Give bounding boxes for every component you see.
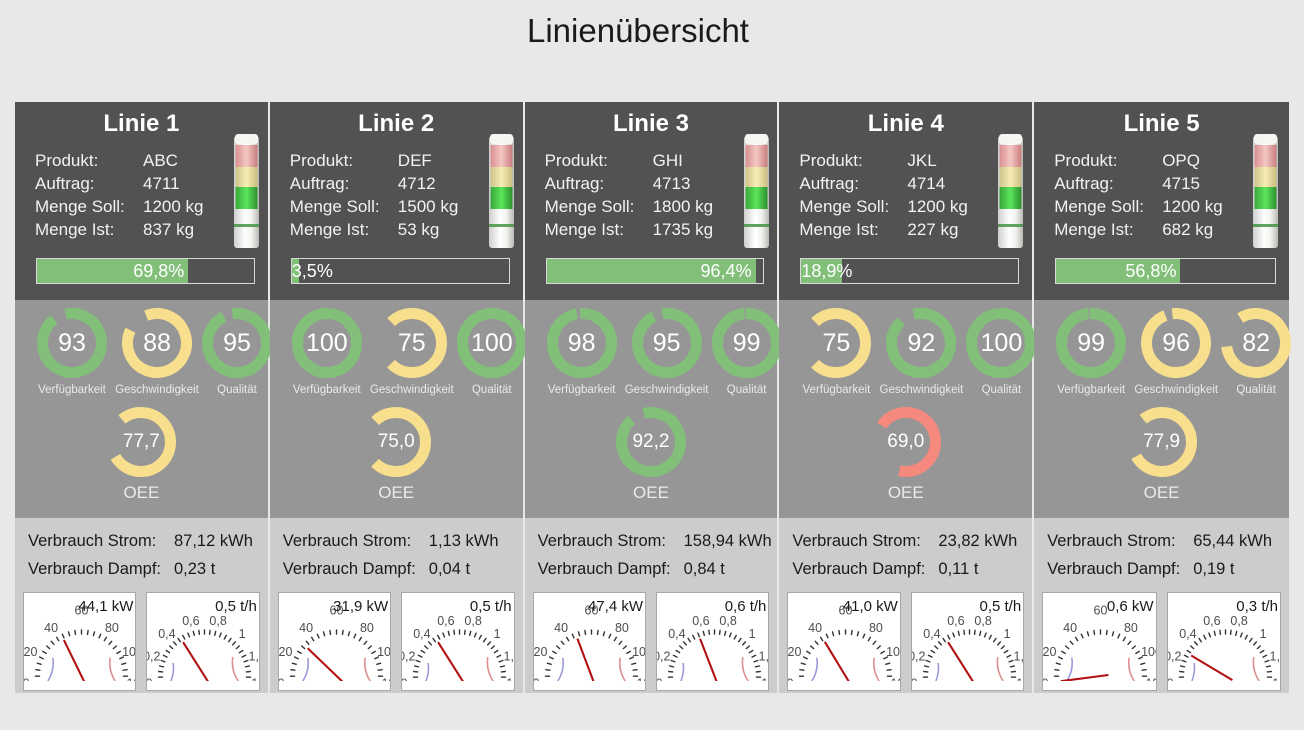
svg-text:1: 1 bbox=[494, 627, 501, 641]
svg-text:80: 80 bbox=[615, 621, 629, 635]
svg-text:80: 80 bbox=[869, 621, 883, 635]
svg-text:40: 40 bbox=[554, 621, 568, 635]
svg-text:0: 0 bbox=[534, 677, 540, 681]
svg-text:40: 40 bbox=[809, 621, 823, 635]
svg-text:0,6: 0,6 bbox=[692, 614, 709, 628]
svg-text:0,2: 0,2 bbox=[657, 649, 671, 663]
svg-text:1,4: 1,4 bbox=[761, 677, 769, 681]
svg-text:0,4: 0,4 bbox=[1179, 627, 1196, 641]
svg-text:80: 80 bbox=[360, 621, 374, 635]
svg-text:0,6: 0,6 bbox=[1203, 614, 1220, 628]
svg-text:20: 20 bbox=[1043, 645, 1056, 659]
svg-text:1,4: 1,4 bbox=[506, 677, 514, 681]
svg-text:1: 1 bbox=[749, 627, 756, 641]
svg-text:40: 40 bbox=[299, 621, 313, 635]
svg-text:1: 1 bbox=[239, 627, 246, 641]
svg-text:1,2: 1,2 bbox=[1269, 649, 1281, 663]
svg-text:0,4: 0,4 bbox=[413, 627, 430, 641]
svg-text:0: 0 bbox=[1168, 677, 1174, 681]
svg-text:0,2: 0,2 bbox=[147, 649, 161, 663]
svg-text:20: 20 bbox=[534, 645, 547, 659]
svg-text:1,2: 1,2 bbox=[759, 649, 770, 663]
svg-text:0,6: 0,6 bbox=[437, 614, 454, 628]
svg-text:120: 120 bbox=[1146, 677, 1157, 681]
svg-text:0,2: 0,2 bbox=[1168, 649, 1182, 663]
svg-text:0,2: 0,2 bbox=[912, 649, 926, 663]
svg-text:1,2: 1,2 bbox=[1013, 649, 1024, 663]
svg-text:100: 100 bbox=[886, 645, 900, 659]
svg-text:0: 0 bbox=[1043, 677, 1049, 681]
svg-text:1,2: 1,2 bbox=[249, 649, 260, 663]
svg-text:120: 120 bbox=[636, 677, 646, 681]
svg-text:0: 0 bbox=[657, 677, 663, 681]
svg-text:80: 80 bbox=[105, 621, 119, 635]
svg-text:100: 100 bbox=[1141, 645, 1156, 659]
svg-text:100: 100 bbox=[122, 645, 136, 659]
svg-text:0,6: 0,6 bbox=[947, 614, 964, 628]
svg-text:0,6: 0,6 bbox=[183, 614, 200, 628]
svg-text:1,4: 1,4 bbox=[1272, 677, 1281, 681]
svg-text:20: 20 bbox=[279, 645, 292, 659]
svg-text:1: 1 bbox=[1003, 627, 1010, 641]
svg-text:0: 0 bbox=[279, 677, 285, 681]
svg-text:1,4: 1,4 bbox=[252, 677, 260, 681]
svg-text:120: 120 bbox=[126, 677, 136, 681]
svg-text:0,4: 0,4 bbox=[923, 627, 940, 641]
svg-text:0,4: 0,4 bbox=[159, 627, 176, 641]
svg-text:0: 0 bbox=[788, 677, 794, 681]
svg-text:0,8: 0,8 bbox=[210, 614, 227, 628]
svg-text:120: 120 bbox=[891, 677, 901, 681]
svg-text:100: 100 bbox=[377, 645, 391, 659]
svg-text:0,8: 0,8 bbox=[465, 614, 482, 628]
svg-text:40: 40 bbox=[1063, 621, 1077, 635]
svg-text:0,2: 0,2 bbox=[402, 649, 416, 663]
svg-text:0: 0 bbox=[147, 677, 153, 681]
svg-text:0: 0 bbox=[402, 677, 408, 681]
svg-text:100: 100 bbox=[632, 645, 646, 659]
svg-text:1,4: 1,4 bbox=[1016, 677, 1024, 681]
svg-text:20: 20 bbox=[788, 645, 801, 659]
svg-text:0,4: 0,4 bbox=[668, 627, 685, 641]
svg-text:1,2: 1,2 bbox=[504, 649, 515, 663]
svg-text:1: 1 bbox=[1259, 627, 1266, 641]
svg-text:120: 120 bbox=[381, 677, 391, 681]
svg-text:60: 60 bbox=[1094, 603, 1108, 617]
svg-text:0,8: 0,8 bbox=[1230, 614, 1247, 628]
svg-text:20: 20 bbox=[24, 645, 37, 659]
svg-text:0: 0 bbox=[24, 677, 30, 681]
svg-text:0,8: 0,8 bbox=[719, 614, 736, 628]
svg-text:0,8: 0,8 bbox=[974, 614, 991, 628]
svg-text:40: 40 bbox=[44, 621, 58, 635]
svg-text:0: 0 bbox=[912, 677, 918, 681]
svg-text:80: 80 bbox=[1124, 621, 1138, 635]
